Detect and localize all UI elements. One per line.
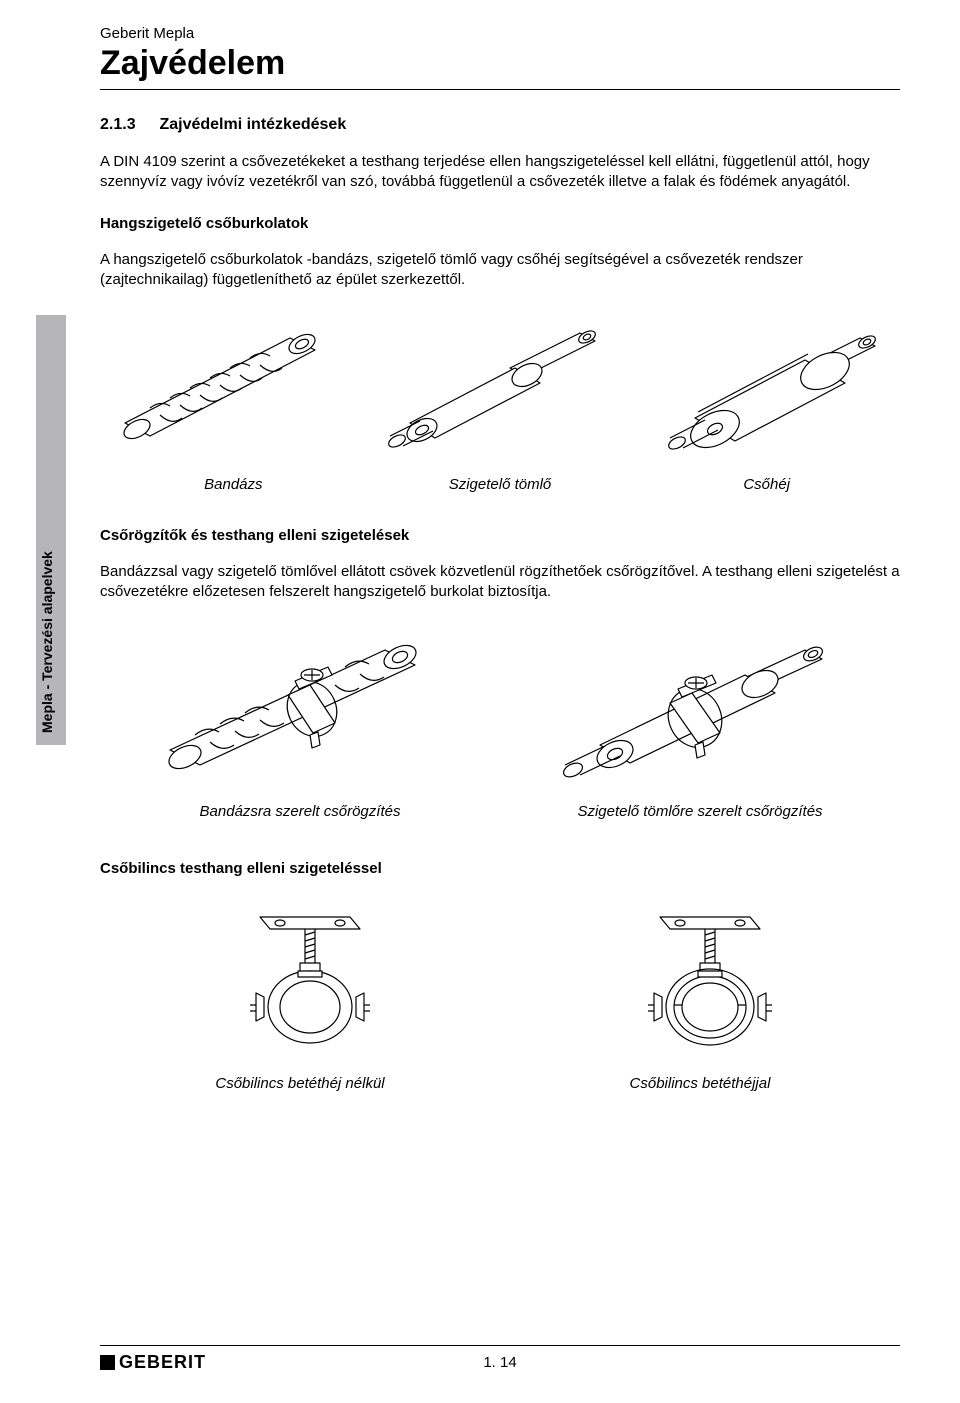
caption-bandazs: Bandázs bbox=[100, 476, 367, 493]
figure-row-3 bbox=[100, 897, 900, 1067]
side-tab: Mepla - Tervezési alapelvek bbox=[36, 315, 66, 745]
section-number: 2.1.3 bbox=[100, 116, 155, 134]
header-rule bbox=[100, 89, 900, 90]
logo-text: GEBERIT bbox=[119, 1352, 206, 1373]
figure-row-1 bbox=[100, 308, 900, 468]
paragraph-1: A DIN 4109 szerint a csővezetékeket a te… bbox=[100, 152, 900, 193]
caption-bilincs-1: Csőbilincs betéthéj nélkül bbox=[100, 1075, 500, 1092]
footer: GEBERIT 1. 14 bbox=[100, 1345, 900, 1373]
figure-row-2 bbox=[100, 625, 900, 795]
paragraph-3: Bandázzsal vagy szigetelő tömlővel ellát… bbox=[100, 562, 900, 603]
paragraph-2: A hangszigetelő csőburkolatok -bandázs, … bbox=[100, 250, 900, 291]
fig-bandazs-clamp bbox=[140, 625, 460, 795]
caption-tomlo-clamp: Szigetelő tömlőre szerelt csőrögzítés bbox=[500, 803, 900, 820]
caption-row-2: Bandázsra szerelt csőrögzítés Szigetelő … bbox=[100, 803, 900, 820]
fig-bilincs-1 bbox=[190, 897, 410, 1067]
fig-bandazs bbox=[100, 308, 350, 468]
header-large: Zajvédelem bbox=[100, 44, 900, 89]
section-heading: 2.1.3 Zajvédelmi intézkedések bbox=[100, 116, 900, 134]
section-title: Zajvédelmi intézkedések bbox=[159, 116, 346, 133]
caption-csohej: Csőhéj bbox=[633, 476, 900, 493]
side-tab-label: Mepla - Tervezési alapelvek bbox=[39, 551, 55, 733]
caption-bandazs-clamp: Bandázsra szerelt csőrögzítés bbox=[100, 803, 500, 820]
logo-square-icon bbox=[100, 1355, 115, 1370]
subheading-1: Hangszigetelő csőburkolatok bbox=[100, 215, 900, 232]
header-small: Geberit Mepla bbox=[100, 25, 900, 42]
fig-bilincs-2 bbox=[590, 897, 810, 1067]
caption-tomlo: Szigetelő tömlő bbox=[367, 476, 634, 493]
fig-tomlo bbox=[375, 308, 625, 468]
caption-row-1: Bandázs Szigetelő tömlő Csőhéj bbox=[100, 476, 900, 493]
subheading-3: Csőbilincs testhang elleni szigeteléssel bbox=[100, 860, 900, 877]
logo: GEBERIT bbox=[100, 1352, 206, 1373]
caption-row-3: Csőbilincs betéthéj nélkül Csőbilincs be… bbox=[100, 1075, 900, 1092]
page-number: 1. 14 bbox=[483, 1354, 516, 1371]
fig-csohej bbox=[650, 308, 900, 468]
fig-tomlo-clamp bbox=[540, 625, 860, 795]
subheading-2: Csőrögzítők és testhang elleni szigetelé… bbox=[100, 527, 900, 544]
caption-bilincs-2: Csőbilincs betéthéjjal bbox=[500, 1075, 900, 1092]
